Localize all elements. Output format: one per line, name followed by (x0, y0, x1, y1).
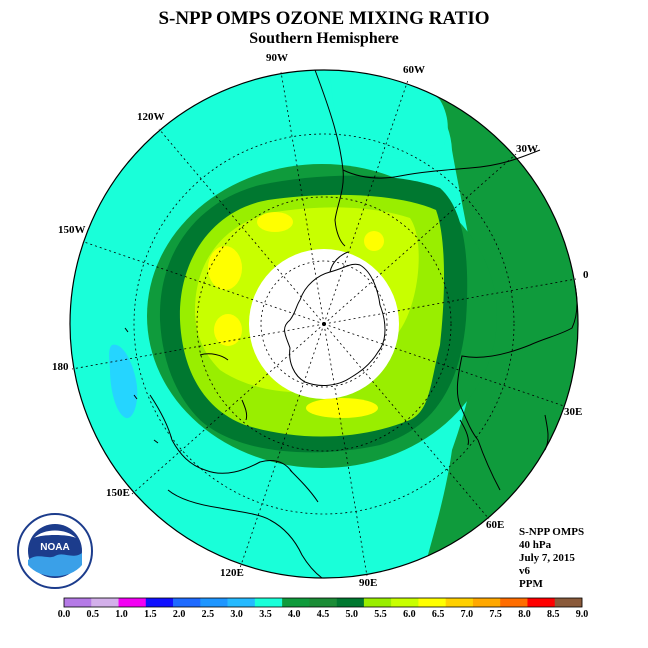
coastlines (124, 69, 578, 579)
colorbar-swatch (309, 598, 337, 607)
colorbar-tick-label: 4.0 (288, 609, 301, 620)
colorbar-tick-label: 3.5 (259, 609, 272, 620)
colorbar-swatch (336, 598, 365, 607)
lon-label-90w: 90W (266, 52, 288, 64)
info-date: July 7, 2015 (519, 552, 575, 564)
info-level: 40 hPa (519, 539, 552, 551)
colorbar-tick-label: 0.5 (87, 609, 100, 620)
colorbar-tick-label: 7.0 (461, 609, 474, 620)
colorbar-swatch (64, 598, 92, 607)
colorbar-swatch (500, 598, 528, 607)
colorbar-tick-label: 5.0 (346, 609, 359, 620)
colorbar-tick-label: 4.5 (317, 609, 330, 620)
graticule (71, 71, 577, 577)
colorbar-swatch (145, 598, 174, 607)
lon-label-150e: 150E (106, 487, 130, 499)
colorbar-swatch (391, 598, 419, 607)
colorbar-swatch (227, 598, 256, 607)
noaa-logo: NOAA (17, 513, 93, 589)
colorbar-tick-label: 8.5 (547, 609, 560, 620)
lon-label-180: 180 (52, 361, 69, 373)
colorbar-swatch (200, 598, 228, 607)
lon-label-120w: 120W (137, 111, 165, 123)
colorbar-swatch (91, 598, 119, 607)
colorbar-tick-label: 6.0 (403, 609, 416, 620)
lon-label-0: 0 (583, 269, 589, 281)
colorbar-swatch (118, 598, 147, 607)
lon-label-90e: 90E (359, 577, 377, 589)
colorbar-tick-label: 3.0 (230, 609, 243, 620)
colorbar-swatch (472, 598, 501, 607)
colorbar-tick-label: 9.0 (576, 609, 589, 620)
info-version: v6 (519, 565, 530, 577)
lon-label-150w: 150W (58, 224, 86, 236)
colorbar-tick-label: 0.0 (58, 609, 71, 620)
map-title: S-NPP OMPS OZONE MIXING RATIO (158, 8, 490, 29)
colorbar-outline (63, 597, 583, 608)
colorbar-tick-label: 2.5 (202, 609, 215, 620)
lon-label-120e: 120E (220, 567, 244, 579)
colorbar-tick-label: 7.5 (489, 609, 502, 620)
lon-label-30e: 30E (564, 406, 582, 418)
map-subtitle: Southern Hemisphere (249, 30, 399, 47)
colorbar-swatch (363, 598, 392, 607)
colorbar-swatch (254, 598, 283, 607)
colorbar-swatch (527, 598, 556, 607)
colorbar-swatch (445, 598, 474, 607)
colorbar-swatch (418, 598, 446, 607)
colorbar-tick-label: 1.0 (115, 609, 128, 620)
longitude-labels: 90W 60W 30W 0 30E 60E 90E 120E 150E 180 … (52, 52, 589, 589)
info-instrument: S-NPP OMPS (519, 526, 585, 538)
colorbar-tick-label: 8.0 (518, 609, 531, 620)
colorbar-swatch (554, 598, 583, 607)
lon-label-30w: 30W (516, 143, 538, 155)
colorbar: 0.0 0.5 1.0 1.5 2.0 2.5 3.0 3.5 4.0 4.5 5.0 5.5 6.0 6… (58, 597, 589, 620)
noaa-logo-text: NOAA (40, 542, 69, 553)
colorbar-tick-label: 1.5 (144, 609, 157, 620)
colorbar-swatch (282, 598, 310, 607)
lon-label-60w: 60W (403, 64, 425, 76)
colorbar-tick-label: 2.0 (173, 609, 186, 620)
colorbar-swatch (173, 598, 201, 607)
info-units: PPM (519, 578, 543, 590)
colorbar-tick-label: 5.5 (374, 609, 387, 620)
colorbar-tick-label: 6.5 (432, 609, 445, 620)
info-block: S-NPP OMPS 40 hPa July 7, 2015 v6 PPM (519, 526, 584, 591)
lon-label-60e: 60E (486, 519, 504, 531)
